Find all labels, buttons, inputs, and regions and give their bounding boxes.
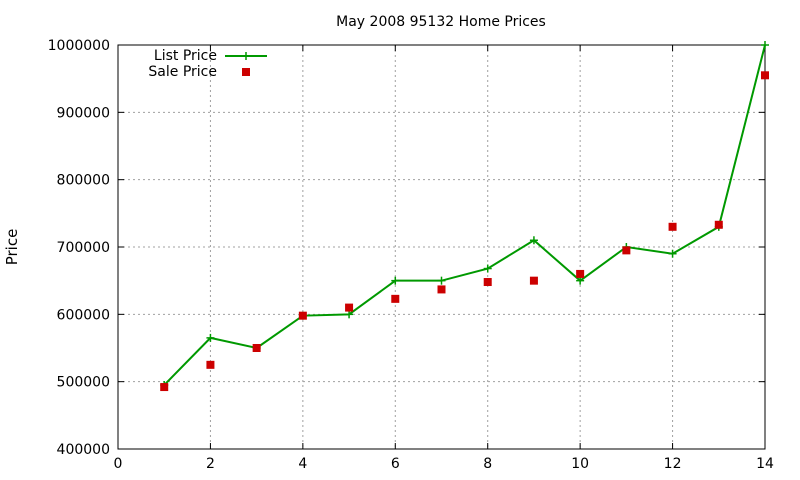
- y-tick-label: 500000: [57, 375, 110, 391]
- y-tick-label: 600000: [57, 307, 110, 323]
- list-price-point: [761, 41, 769, 49]
- x-tick-label: 2: [206, 456, 215, 472]
- sale-price-point: [668, 222, 677, 231]
- legend-marker-sale-price: [242, 68, 250, 76]
- sale-price-point: [252, 344, 261, 352]
- x-tick-label: 6: [391, 456, 400, 472]
- x-tick-label: 10: [571, 456, 589, 472]
- grid: [118, 45, 765, 449]
- sale-price-point: [391, 294, 400, 303]
- sale-price-point: [160, 383, 169, 392]
- legend-label-sale-price: Sale Price: [148, 64, 217, 80]
- sale-price-point: [298, 311, 307, 320]
- x-tick-label: 12: [664, 456, 682, 472]
- axis-ticks: 0 2 4 6 8 10 12 14 400000 500000 600000 700000 80000…: [48, 38, 774, 472]
- y-tick-label: 800000: [57, 173, 110, 189]
- plot-frame: [117, 44, 766, 450]
- list-price-point: [345, 310, 354, 319]
- sale-price-point: [206, 360, 215, 369]
- series: [160, 41, 769, 392]
- x-tick-label: 4: [298, 456, 307, 472]
- list-price-point: [391, 276, 400, 285]
- y-tick-label: 700000: [57, 240, 110, 256]
- list-price-point: [483, 264, 492, 273]
- sale-price-point: [529, 276, 538, 285]
- list-price-point: [576, 276, 585, 285]
- sale-price-point: [576, 269, 585, 278]
- list-price-point: [529, 236, 538, 245]
- list-price-point: [668, 249, 677, 258]
- chart-title: May 2008 95132 Home Prices: [336, 14, 546, 30]
- sale-price-point: [437, 285, 446, 294]
- list-price-line: [163, 44, 766, 386]
- sale-price-point: [761, 71, 769, 80]
- sale-price-point: [714, 220, 723, 229]
- list-price-point: [437, 276, 446, 285]
- x-tick-label: 14: [756, 456, 774, 472]
- sale-price-point: [483, 278, 492, 287]
- sale-price-point: [622, 246, 631, 255]
- legend-marker-list-price: [242, 52, 250, 60]
- x-tick-label: 0: [114, 456, 123, 472]
- y-tick-label: 1000000: [48, 38, 110, 54]
- legend-label-list-price: List Price: [154, 48, 217, 64]
- legend-plus-marker: [242, 52, 250, 60]
- legend-square-marker: [242, 68, 250, 76]
- sale-price-point: [345, 303, 354, 312]
- x-tick-label: 8: [483, 456, 492, 472]
- y-axis-label: Price: [3, 229, 21, 266]
- y-tick-label: 400000: [57, 442, 110, 458]
- legend: List Price Sale Price: [148, 48, 267, 80]
- y-tick-label: 900000: [57, 105, 110, 121]
- list-price-point: [206, 333, 215, 342]
